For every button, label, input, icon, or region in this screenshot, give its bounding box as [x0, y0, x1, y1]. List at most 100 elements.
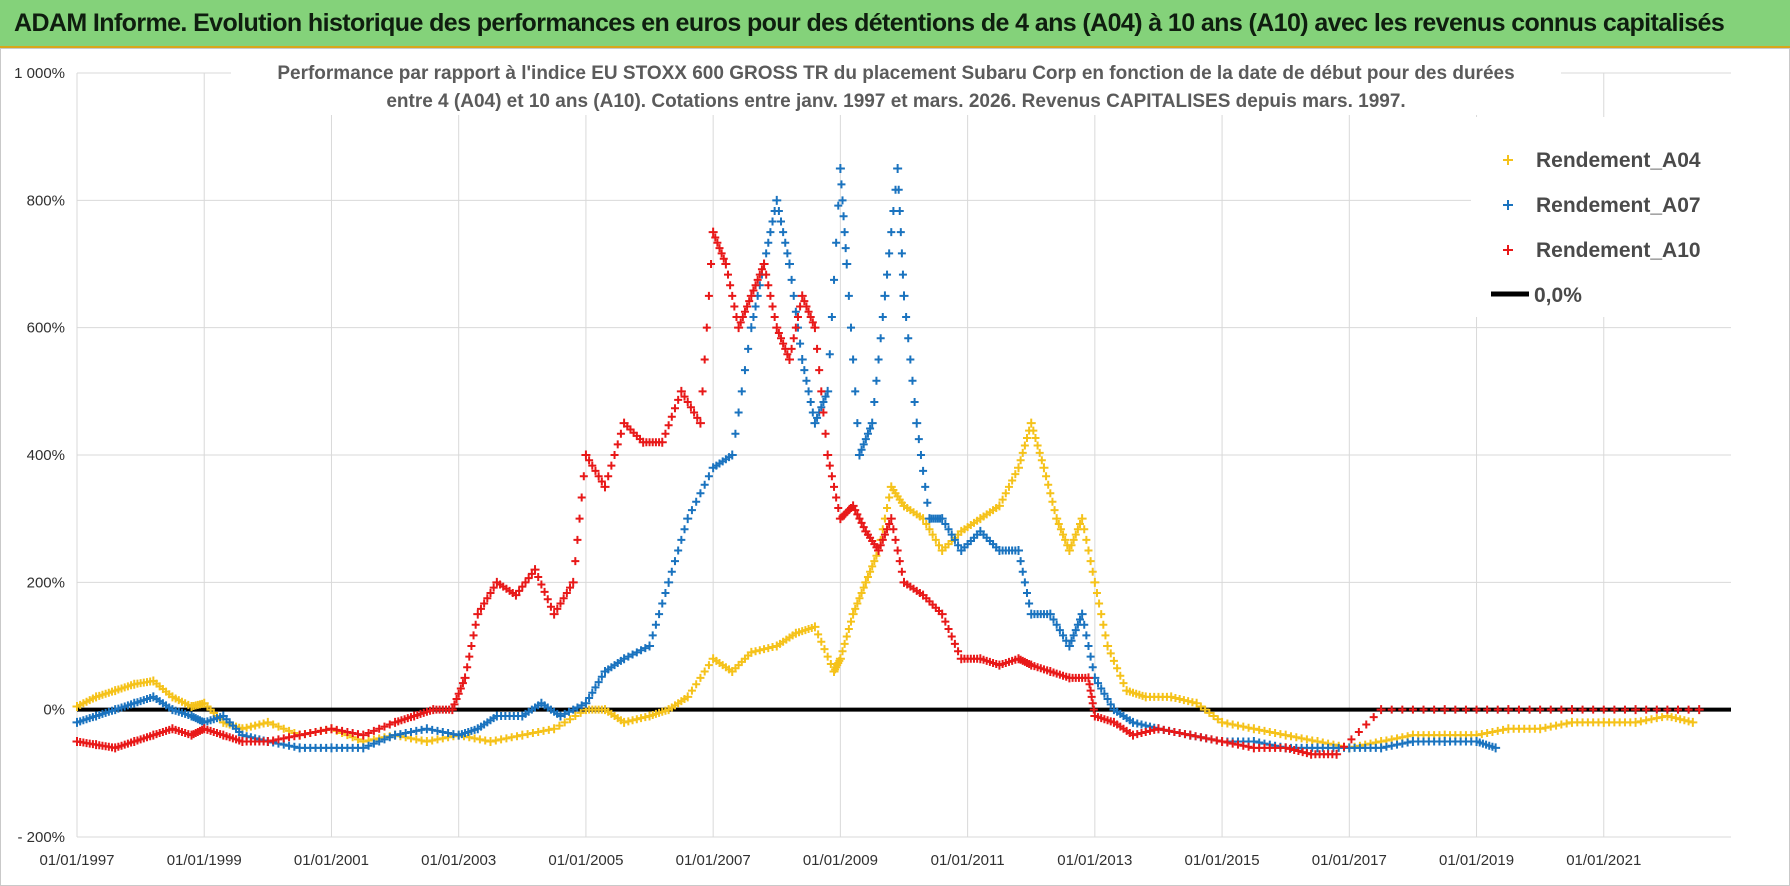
- data-point: [687, 506, 696, 515]
- data-point: [817, 387, 826, 396]
- data-point: [800, 366, 809, 375]
- data-point: [568, 577, 578, 587]
- data-point: [613, 440, 622, 449]
- data-point: [1145, 726, 1154, 735]
- data-point: [534, 727, 543, 736]
- data-point: [692, 497, 701, 506]
- data-point: [358, 730, 368, 740]
- data-point: [1175, 729, 1184, 738]
- data-point: [428, 725, 437, 734]
- data-point: [1059, 631, 1068, 640]
- data-point: [777, 217, 786, 226]
- data-point: [764, 281, 773, 290]
- data-point: [1086, 557, 1095, 566]
- data-point: [259, 719, 268, 728]
- data-point: [507, 733, 516, 742]
- data-point: [1061, 535, 1070, 544]
- data-point: [1179, 696, 1188, 705]
- data-point: [1088, 699, 1097, 708]
- data-point: [1137, 729, 1146, 738]
- data-point: [637, 714, 646, 723]
- data-point: [549, 724, 559, 734]
- data-point: [465, 652, 474, 661]
- data-point: [449, 730, 458, 739]
- data-point: [779, 339, 788, 348]
- data-point: [571, 712, 580, 721]
- data-point: [925, 525, 934, 534]
- data-point: [755, 646, 764, 655]
- data-point: [751, 281, 760, 290]
- data-point: [444, 729, 453, 738]
- x-tick-label: 01/01/2001: [294, 852, 369, 869]
- data-point: [1014, 546, 1024, 555]
- data-point: [848, 609, 858, 619]
- data-point: [380, 735, 389, 744]
- data-point: [838, 196, 847, 205]
- data-point: [1403, 738, 1412, 747]
- x-tick-label: 01/01/2003: [421, 852, 496, 869]
- data-point: [664, 421, 673, 430]
- data-point: [1106, 649, 1115, 658]
- data-point: [553, 604, 562, 613]
- data-point: [1244, 742, 1253, 751]
- data-point: [842, 632, 851, 641]
- data-point: [868, 562, 877, 571]
- data-point: [467, 642, 476, 650]
- data-point: [857, 518, 866, 527]
- x-tick-label: 01/01/2015: [1185, 852, 1260, 869]
- data-point: [537, 580, 546, 589]
- data-point: [727, 450, 737, 460]
- data-point: [1037, 456, 1046, 465]
- data-point: [1552, 721, 1561, 730]
- data-point: [651, 620, 660, 629]
- data-point: [1008, 476, 1017, 485]
- data-point: [1233, 740, 1242, 749]
- data-point: [1535, 724, 1545, 734]
- data-point: [600, 482, 610, 492]
- data-point: [793, 313, 802, 322]
- data-point: [1064, 641, 1074, 651]
- data-point: [839, 212, 848, 221]
- legend-label-a07: Rendement_A07: [1536, 194, 1701, 217]
- data-point: [746, 291, 756, 301]
- data-point: [619, 654, 629, 664]
- data-point: [870, 557, 879, 566]
- data-point: [433, 726, 442, 735]
- data-point: [692, 680, 701, 689]
- data-point: [483, 594, 492, 603]
- data-point: [743, 302, 752, 311]
- data-point: [919, 466, 928, 475]
- data-point: [674, 546, 683, 555]
- y-tick-label: 0%: [43, 702, 65, 719]
- data-point: [637, 646, 646, 655]
- data-point: [707, 260, 716, 268]
- data-point: [664, 577, 674, 587]
- data-point: [878, 535, 887, 544]
- banner-title: ADAM Informe. Evolution historique des p…: [14, 9, 1725, 37]
- data-point: [544, 725, 553, 734]
- data-point: [950, 639, 959, 648]
- data-point: [1298, 748, 1307, 757]
- data-point: [628, 650, 637, 659]
- data-point: [1694, 705, 1704, 715]
- data-point: [797, 291, 807, 301]
- data-point: [534, 573, 543, 582]
- data-point: [1085, 680, 1094, 689]
- data-point: [486, 588, 495, 597]
- data-point: [1557, 720, 1566, 729]
- data-point: [1031, 434, 1040, 443]
- data-point: [944, 625, 953, 634]
- data-point: [834, 504, 843, 513]
- data-point: [460, 673, 470, 683]
- data-point: [774, 206, 783, 215]
- data-point: [396, 730, 405, 739]
- data-point: [749, 286, 758, 295]
- data-point: [1101, 631, 1110, 640]
- data-point: [473, 609, 483, 619]
- x-tick-label: 01/01/2011: [931, 852, 1005, 869]
- data-point: [827, 472, 836, 481]
- data-point: [1166, 692, 1176, 702]
- data-point: [1039, 463, 1049, 473]
- data-point: [696, 489, 705, 498]
- data-point: [719, 254, 728, 263]
